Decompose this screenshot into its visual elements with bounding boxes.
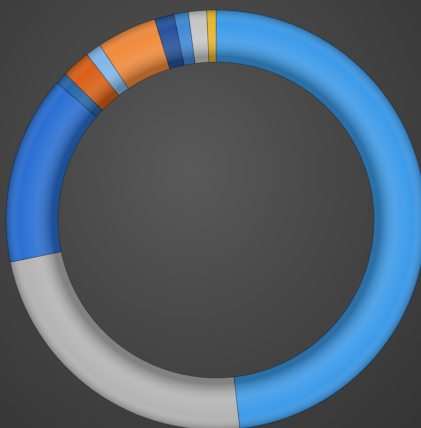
ring-bevel-overlay [6,10,421,428]
doughnut-slices [5,9,421,428]
